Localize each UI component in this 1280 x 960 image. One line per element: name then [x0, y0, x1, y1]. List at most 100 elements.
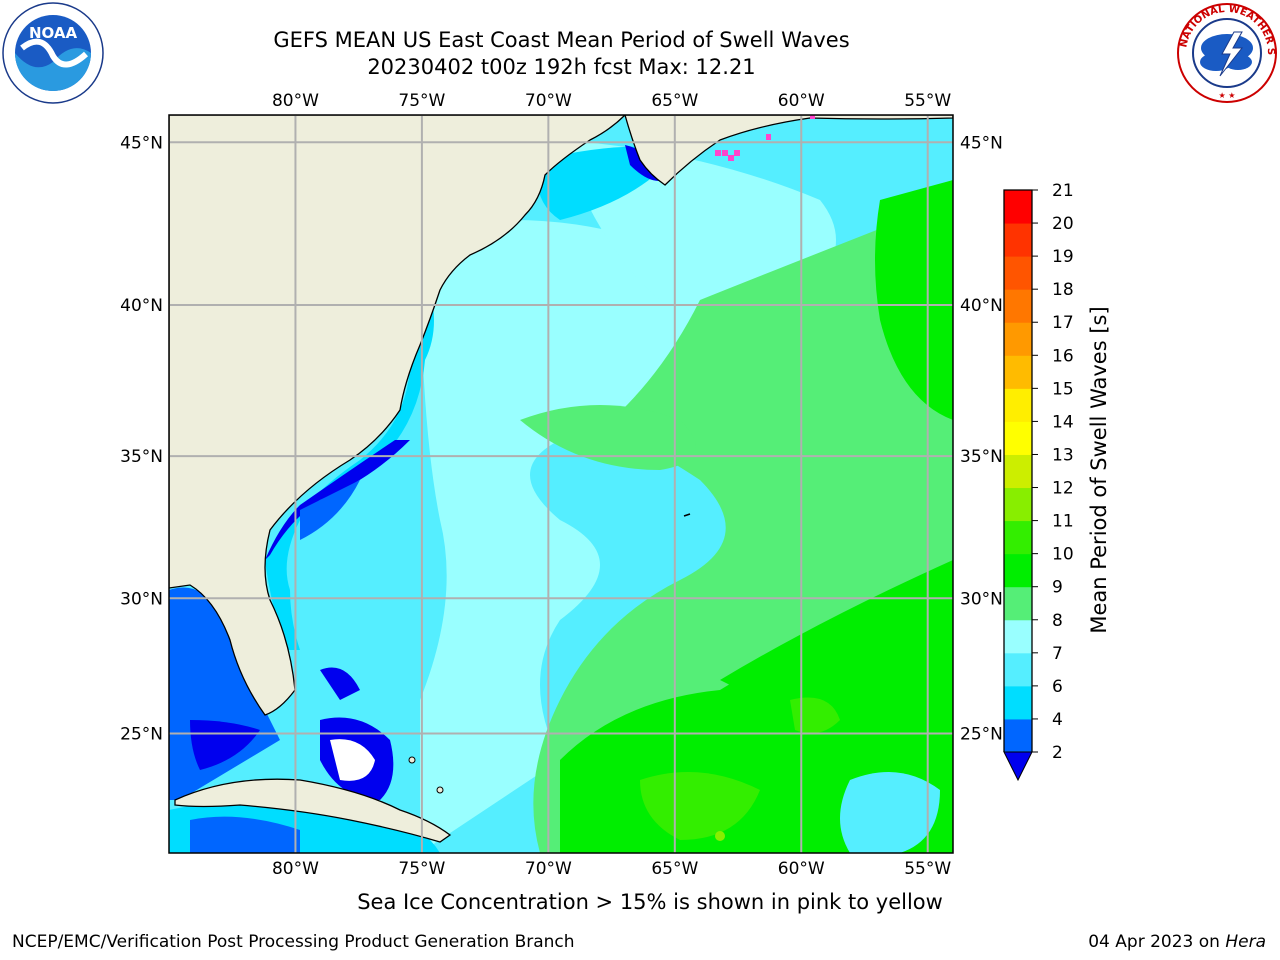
sea-ice-pixel: [734, 150, 740, 156]
island: [408, 756, 416, 764]
lat-tick-label: 30°N: [960, 589, 1003, 609]
lat-tick-label: 35°N: [960, 447, 1003, 467]
colorbar-label: Mean Period of Swell Waves [s]: [1087, 306, 1111, 633]
lon-tick-label: 80°W: [272, 91, 319, 111]
nws-logo: NATIONAL WEATHER SERVICE ★ ★: [1176, 2, 1277, 103]
lat-tick-label: 40°N: [960, 296, 1003, 316]
colorbar-segment: [1004, 223, 1032, 257]
sea-ice-pixel: [728, 155, 734, 161]
swell-zone-9-10-patch: [520, 405, 696, 470]
coastal-band-2-4: [300, 480, 360, 540]
colorbar-tick-label: 20: [1052, 214, 1074, 234]
colorbar-tick-label: 12: [1052, 479, 1074, 499]
lon-tick-label: 55°W: [904, 859, 951, 879]
sea-ice-pixel: [766, 134, 771, 140]
lat-tick-label: 45°N: [960, 133, 1003, 153]
lat-labels-left: 45°N 40°N 35°N 30°N 25°N: [120, 133, 163, 744]
little-bahama-bank: [320, 667, 360, 700]
colorbar: 2 4 6 7 8 9 10 11 12 13 14 15 16 17 18 19 20 21: [1003, 181, 1074, 782]
lon-tick-label: 80°W: [272, 859, 319, 879]
sea-ice-pixel: [715, 150, 721, 156]
colorbar-tick-label: 10: [1052, 545, 1074, 565]
colorbar-tick-label: 11: [1052, 512, 1074, 532]
lat-tick-label: 45°N: [120, 133, 163, 153]
colorbar-tick-label: 14: [1052, 412, 1074, 432]
colorbar-segment: [1004, 619, 1032, 654]
sea-ice-note: Sea Ice Concentration > 15% is shown in …: [357, 890, 943, 914]
svg-text:★ ★: ★ ★: [1219, 91, 1236, 100]
colorbar-segment: [1004, 388, 1032, 422]
colorbar-segment: [1004, 718, 1032, 753]
colorbar-tick-label: 6: [1052, 677, 1063, 697]
colorbar-tick-label: 18: [1052, 280, 1074, 300]
lon-tick-label: 70°W: [525, 859, 572, 879]
lat-tick-label: 35°N: [120, 447, 163, 467]
land-cuba: [174, 778, 452, 843]
map-title: GEFS MEAN US East Coast Mean Period of S…: [273, 28, 850, 52]
colorbar-tick-label: 2: [1052, 743, 1063, 763]
colorbar-segment: [1004, 190, 1032, 224]
sea-ice-pixel: [810, 115, 815, 119]
lat-labels-right: 45°N 40°N 35°N 30°N 25°N: [960, 133, 1003, 744]
colorbar-tick-label: 7: [1052, 644, 1063, 664]
land-us-east: [169, 115, 626, 716]
swell-max-patch: [715, 831, 725, 841]
colorbar-segment: [1004, 652, 1032, 687]
lon-tick-label: 65°W: [651, 859, 698, 879]
swell-zone-10-11-ne: [875, 180, 953, 420]
island: [436, 786, 444, 794]
colorbar-tick-label: 4: [1052, 710, 1063, 730]
colorbar-segment: [1004, 586, 1032, 621]
colorbar-segment: [1004, 355, 1032, 389]
colorbar-tick-label: 19: [1052, 247, 1074, 267]
colorbar-segment: [1004, 454, 1032, 489]
swell-zone-11-12: [640, 772, 760, 840]
lat-tick-label: 25°N: [960, 724, 1003, 744]
map-subtitle: 20230402 t00z 192h fcst Max: 12.21: [367, 55, 756, 79]
caribbean-low-zone: [190, 816, 300, 853]
colorbar-segment: [1004, 256, 1032, 290]
colorbar-tick-label: 16: [1052, 346, 1074, 366]
colorbar-tick-label: 9: [1052, 578, 1063, 598]
colorbar-segment: [1004, 553, 1032, 588]
lon-tick-label: 70°W: [525, 91, 572, 111]
bahamas-shallow: [330, 739, 375, 781]
lon-labels-top: 80°W 75°W 70°W 65°W 60°W 55°W: [272, 91, 951, 111]
colorbar-under-arrow: [1003, 751, 1033, 782]
lat-tick-label: 40°N: [120, 296, 163, 316]
lon-tick-label: 60°W: [778, 859, 825, 879]
coastal-band-4-6: [265, 290, 434, 650]
colorbar-outline: [1003, 189, 1033, 752]
colorbar-segment: [1004, 685, 1032, 720]
footer-credit: NCEP/EMC/Verification Post Processing Pr…: [12, 932, 575, 952]
lon-tick-label: 65°W: [651, 91, 698, 111]
footer-date: 04 Apr 2023 on Hera: [1088, 932, 1266, 952]
colorbar-tick-label: 13: [1052, 445, 1074, 465]
noaa-logo: NOAA: [2, 2, 104, 104]
lat-tick-label: 25°N: [120, 724, 163, 744]
footer-machine: Hera: [1225, 932, 1266, 952]
lon-tick-label: 75°W: [398, 91, 445, 111]
noaa-logo-text: NOAA: [29, 24, 78, 42]
coastal-band-under-2: [265, 440, 410, 560]
swell-zone-se: [840, 772, 940, 853]
swell-zone-11-12-b: [790, 697, 840, 734]
colorbar-tick-label: 15: [1052, 379, 1074, 399]
lon-tick-label: 60°W: [778, 91, 825, 111]
swell-zone-10-11-band: [720, 560, 953, 700]
colorbar-segment: [1004, 487, 1032, 522]
lon-labels-bottom: 80°W 75°W 70°W 65°W 60°W 55°W: [272, 859, 951, 879]
bermuda: [683, 513, 691, 517]
map-area: [169, 115, 953, 853]
colorbar-tick-label: 17: [1052, 313, 1074, 333]
colorbar-segment: [1004, 421, 1032, 455]
colorbar-tick-label: 8: [1052, 611, 1063, 631]
colorbar-segment: [1004, 322, 1032, 356]
lon-tick-label: 55°W: [904, 91, 951, 111]
colorbar-segment: [1004, 520, 1032, 555]
lon-tick-label: 75°W: [398, 859, 445, 879]
map-border: [168, 114, 954, 854]
lat-tick-label: 30°N: [120, 589, 163, 609]
colorbar-segment: [1004, 289, 1032, 323]
